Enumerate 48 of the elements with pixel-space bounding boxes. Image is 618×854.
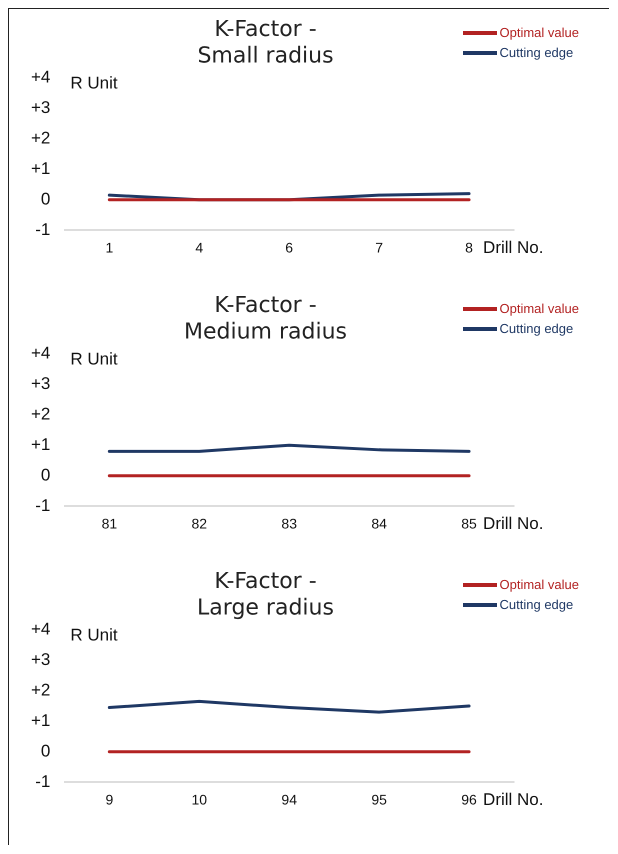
x-tick-label: 4 xyxy=(195,239,204,256)
x-tick-label: 9 xyxy=(105,791,114,808)
y-tick-label: +2 xyxy=(30,128,50,148)
chart-title: K-Factor - Large radius xyxy=(197,568,334,620)
y-tick-label: +3 xyxy=(30,650,50,669)
y-axis-title: R Unit xyxy=(70,625,118,644)
legend-label: Cutting edge xyxy=(500,596,574,614)
y-tick-label: +3 xyxy=(30,98,50,117)
x-tick-label: 1 xyxy=(105,239,114,256)
legend-label: Optimal value xyxy=(500,24,579,42)
y-tick-label: +1 xyxy=(30,158,50,178)
x-tick-label: 84 xyxy=(371,515,388,532)
y-tick-label: -1 xyxy=(35,772,50,791)
y-axis-title: R Unit xyxy=(70,73,118,92)
y-axis-title: R Unit xyxy=(70,349,118,368)
y-tick-label: +4 xyxy=(30,619,50,638)
x-tick-label: 95 xyxy=(371,791,388,808)
legend-label: Cutting edge xyxy=(500,320,574,338)
chart-title: K-Factor - Small radius xyxy=(197,16,334,68)
y-tick-label: +4 xyxy=(30,67,50,86)
x-tick-label: 94 xyxy=(281,791,298,808)
x-tick-label: 7 xyxy=(375,239,384,256)
legend-label: Optimal value xyxy=(500,576,579,594)
legend-label: Optimal value xyxy=(500,300,579,318)
y-tick-label: 0 xyxy=(40,741,50,760)
y-tick-label: +4 xyxy=(30,343,50,362)
chart-title: K-Factor - Medium radius xyxy=(184,292,347,344)
x-tick-label: 10 xyxy=(191,791,208,808)
x-axis-title: Drill No. xyxy=(483,514,544,533)
x-axis-title: Drill No. xyxy=(483,790,544,809)
x-tick-label: 81 xyxy=(102,515,118,532)
y-tick-label: +3 xyxy=(30,374,50,393)
x-tick-label: 6 xyxy=(285,239,294,256)
x-tick-label: 8 xyxy=(465,239,474,256)
y-tick-label: +1 xyxy=(30,710,50,730)
y-tick-label: 0 xyxy=(40,189,50,208)
y-tick-label: -1 xyxy=(35,496,50,515)
y-tick-label: +2 xyxy=(30,404,50,424)
x-axis-title: Drill No. xyxy=(483,238,544,257)
y-tick-label: -1 xyxy=(35,220,50,239)
y-tick-label: 0 xyxy=(40,465,50,484)
y-tick-label: +2 xyxy=(30,680,50,700)
y-tick-label: +1 xyxy=(30,434,50,454)
x-tick-label: 96 xyxy=(461,791,478,808)
x-tick-label: 85 xyxy=(461,515,478,532)
x-tick-label: 83 xyxy=(281,515,298,532)
x-tick-label: 82 xyxy=(191,515,208,532)
legend-label: Cutting edge xyxy=(500,44,574,62)
